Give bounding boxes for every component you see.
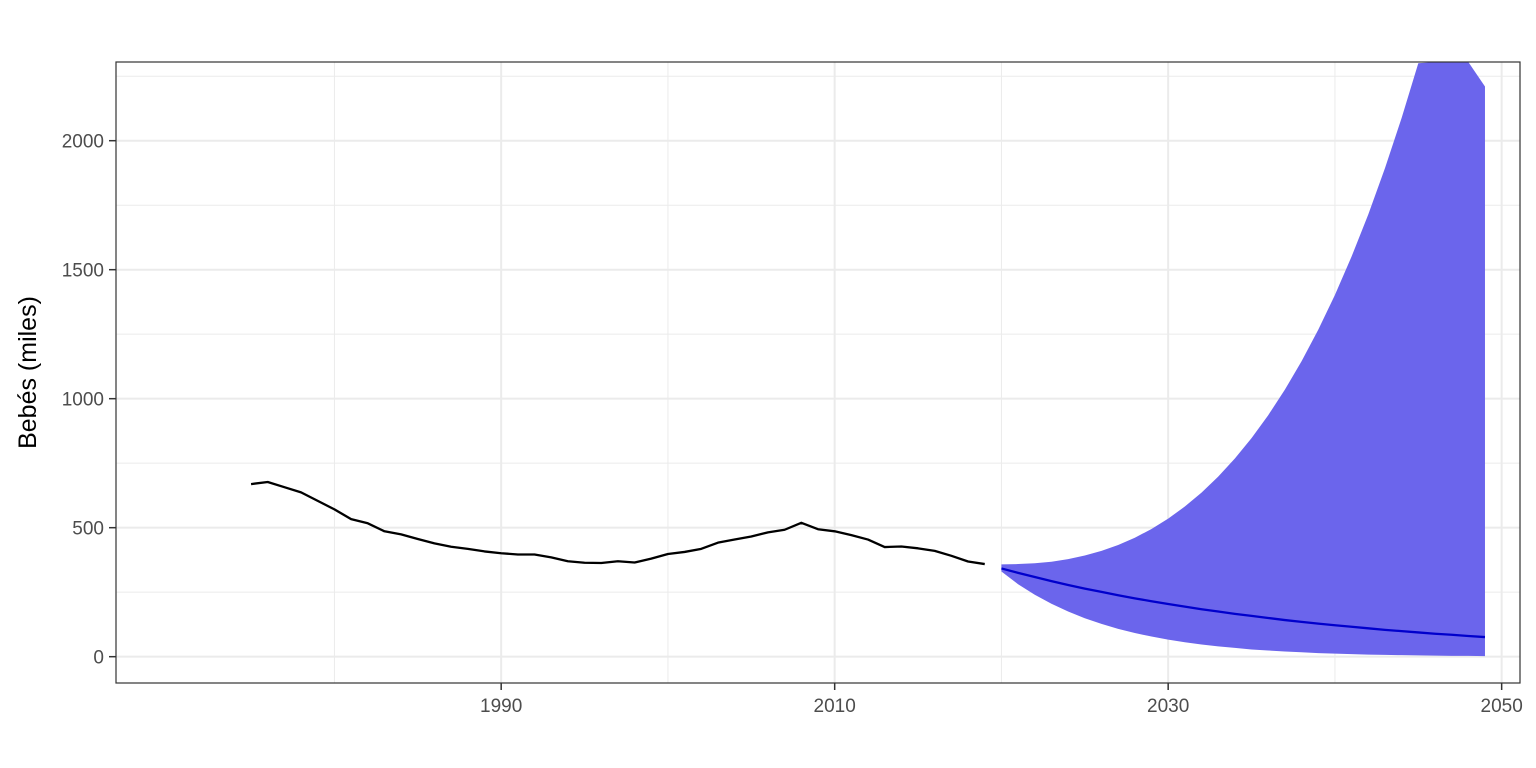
x-tick-label: 2050	[1481, 696, 1523, 717]
x-tick-label: 2030	[1147, 696, 1189, 717]
historical-series-line	[250, 480, 985, 566]
panel-border	[115, 61, 1521, 684]
series-layer	[250, 62, 1486, 657]
y-axis-title: Bebés (miles)	[14, 296, 42, 449]
y-tick-label: 1000	[62, 390, 104, 411]
y-axis: 0 500 1000 1500 2000	[62, 132, 116, 669]
major-gridlines	[116, 62, 1520, 683]
x-tick-label: 2010	[814, 696, 856, 717]
y-tick-label: 1500	[62, 261, 104, 282]
prediction-interval-band	[1001, 62, 1485, 657]
y-tick-label: 500	[72, 519, 104, 540]
x-tick-label: 1990	[480, 696, 522, 717]
x-axis: 1990 2010 2030 2050	[480, 683, 1523, 717]
forecast-mean-line	[1001, 567, 1486, 639]
y-tick-label: 2000	[62, 132, 104, 153]
y-tick-label: 0	[93, 648, 104, 669]
